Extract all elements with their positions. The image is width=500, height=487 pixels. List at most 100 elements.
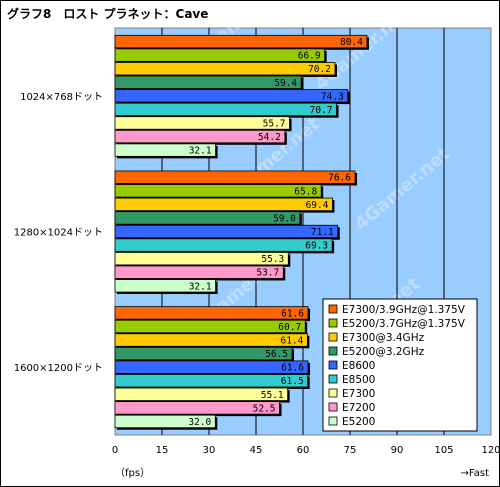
bar: [114, 333, 308, 347]
value-label-bg: [252, 131, 283, 143]
bar: [114, 374, 309, 388]
value-label: 74.3: [321, 91, 344, 102]
value-label-bg: [323, 171, 354, 183]
bar: [114, 75, 302, 89]
bar: [114, 265, 284, 279]
legend-swatch: [328, 332, 338, 342]
value-label: 70.7: [310, 105, 333, 116]
value-label: 56.5: [265, 349, 288, 360]
legend-swatch: [328, 374, 338, 384]
bar: [114, 197, 333, 212]
value-label-bg: [305, 226, 336, 237]
value-label: 55.1: [261, 390, 284, 401]
legend-swatch: [328, 318, 338, 328]
value-label-bg: [300, 198, 331, 210]
value-label-bg: [183, 280, 214, 292]
bar: [114, 129, 286, 144]
legend-swatch: [328, 402, 338, 412]
x-tick-label: 75: [344, 445, 357, 456]
legend-entry: E8600: [342, 360, 375, 372]
x-tick-label: 60: [297, 445, 310, 456]
value-label: 55.7: [263, 118, 286, 129]
legend-swatch: [328, 388, 338, 398]
category-labels: 1024×768ドット 1280×1024ドット 1600×1200ドット: [14, 92, 103, 374]
x-tick-label: 15: [156, 445, 169, 456]
legend-entry: E7300: [342, 388, 375, 400]
x-tick-label: 0: [112, 445, 118, 456]
value-label-bg: [247, 402, 278, 414]
bar: [114, 48, 326, 62]
x-tick-label: 120: [481, 445, 499, 456]
value-label-bg: [275, 375, 306, 387]
value-label: 70.2: [308, 64, 331, 75]
value-label-bg: [183, 415, 214, 427]
value-label: 52.5: [253, 403, 276, 414]
value-label-bg: [292, 49, 323, 61]
legend-entry: E7300@3.4GHz: [342, 332, 425, 344]
value-label-bg: [257, 117, 288, 129]
value-label-bg: [300, 239, 331, 251]
value-label-bg: [267, 212, 298, 224]
category-label: 1600×1200ドット: [14, 363, 103, 374]
bar: [114, 306, 309, 320]
bar: [114, 224, 339, 239]
legend-swatch: [328, 304, 338, 314]
bar: [114, 319, 306, 334]
value-label-bg: [251, 266, 282, 278]
value-label-bg: [255, 388, 286, 400]
value-label-bg: [273, 320, 304, 332]
bar: [114, 251, 289, 266]
legend-entry: E5200: [342, 416, 375, 428]
value-label-bg: [275, 334, 306, 346]
value-label: 61.5: [281, 376, 304, 387]
value-label: 65.8: [294, 186, 317, 197]
category-label: 1024×768ドット: [20, 92, 103, 103]
x-tick-label: 45: [250, 445, 263, 456]
bar: [114, 89, 349, 103]
bar: [114, 238, 333, 252]
bar: [114, 170, 356, 184]
value-label: 53.7: [256, 268, 279, 279]
legend-entry: E7300/3.9GHz@1.375V: [342, 304, 466, 316]
x-tick-label: 30: [203, 445, 216, 456]
value-label: 80.4: [340, 37, 363, 48]
x-axis-direction-label: →Fast: [461, 468, 490, 479]
value-label-bg: [183, 144, 214, 156]
x-tick-label: 90: [391, 445, 404, 456]
value-label: 61.4: [280, 336, 303, 347]
legend-entry: E5200@3.2GHz: [342, 346, 425, 358]
legend: E7300/3.9GHz@1.375V E5200/3.7GHz@1.375V E7…: [322, 298, 478, 432]
bar: [114, 34, 368, 49]
legend-entry: E5200/3.7GHz@1.375V: [342, 318, 466, 330]
value-label-bg: [269, 76, 300, 88]
legend-entry: E7200: [342, 402, 375, 414]
legend-swatch: [328, 346, 338, 356]
value-label-bg: [276, 307, 307, 319]
value-label: 60.7: [278, 322, 301, 333]
value-label: 32.1: [189, 281, 212, 292]
x-tick-label: 105: [434, 445, 453, 456]
bar: [114, 387, 289, 401]
legend-swatch: [328, 416, 338, 426]
value-label-bg: [289, 185, 320, 197]
bar: [114, 346, 293, 361]
value-label: 69.3: [305, 241, 328, 252]
value-label: 32.1: [189, 146, 212, 157]
value-label-bg: [260, 348, 291, 360]
value-label: 66.9: [298, 51, 321, 62]
bar: [114, 62, 336, 76]
bar: [114, 116, 290, 130]
value-label: 54.2: [258, 132, 281, 143]
bars-layer: 80.4 66.9 70.2 59.4 74.3 70.7 55.7 54.2 32.1 76.6…: [114, 34, 369, 430]
bar: [114, 360, 309, 374]
bar: [114, 401, 280, 415]
value-label: 76.6: [328, 173, 351, 184]
bar: [114, 211, 301, 225]
legend-entry: E8500: [342, 374, 375, 386]
value-label-bg: [256, 253, 287, 265]
chart-title: グラフ8 ロスト プラネット：Cave: [7, 6, 208, 21]
value-label: 61.6: [281, 308, 304, 319]
value-label: 71.1: [311, 227, 334, 238]
